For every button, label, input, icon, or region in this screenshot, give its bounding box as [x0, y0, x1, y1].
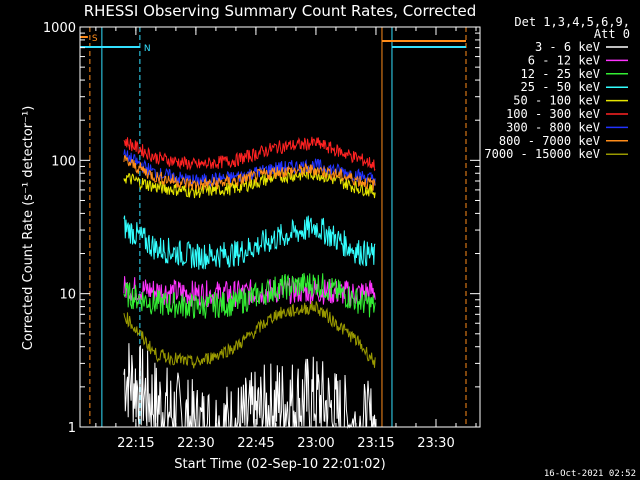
- legend-label-6: 300 - 800 keV: [506, 120, 600, 134]
- x-tick-label-0: 22:15: [117, 436, 154, 451]
- y-tick-label-1: 10: [59, 288, 76, 303]
- flag-label-N: N: [144, 44, 151, 54]
- y-axis-label: Corrected Count Rate (s⁻¹ detector⁻¹): [21, 106, 36, 351]
- legend-label-1: 6 - 12 keV: [528, 53, 600, 67]
- axes-layer: 22:15 22:30 22:45 23:00 23:15 23:30 1 10 100 1000: [43, 21, 480, 451]
- series-line-4: [123, 166, 376, 199]
- x-tick-label-3: 23:00: [297, 436, 334, 451]
- chart-title: RHESSI Observing Summary Count Rates, Co…: [84, 2, 477, 20]
- series-line-7: [123, 155, 376, 191]
- series-line-8: [123, 300, 376, 369]
- y-tick-label-0: 1: [68, 421, 76, 436]
- x-tick-label-5: 23:30: [417, 436, 454, 451]
- y-tick-label-2: 100: [51, 154, 76, 169]
- legend-header-line-2: Att 0: [594, 27, 630, 41]
- timestamp: 16-Oct-2021 02:52: [544, 469, 636, 479]
- flag-label-S: S: [92, 34, 98, 44]
- legend-label-5: 100 - 300 keV: [506, 107, 600, 121]
- legend-header-line-1: Det 1,3,4,5,6,9,: [514, 15, 630, 29]
- legend-label-3: 25 - 50 keV: [521, 80, 600, 94]
- series-line-2: [123, 272, 376, 320]
- legend-label-4: 50 - 100 keV: [513, 94, 600, 108]
- x-axis-label: Start Time (02-Sep-10 22:01:02): [174, 457, 385, 472]
- legend-label-8: 7000 - 15000 keV: [484, 147, 600, 161]
- plot-frame: [79, 26, 481, 428]
- legend-label-7: 800 - 7000 keV: [499, 134, 600, 148]
- legend-label-2: 12 - 25 keV: [521, 67, 600, 81]
- x-tick-label-1: 22:30: [177, 436, 214, 451]
- x-tick-label-4: 23:15: [357, 436, 394, 451]
- x-tick-label-2: 22:45: [237, 436, 274, 451]
- y-tick-label-3: 1000: [43, 21, 76, 36]
- legend-label-0: 3 - 6 keV: [535, 40, 600, 54]
- series-line-1: [123, 276, 376, 308]
- series-line-5: [123, 136, 376, 172]
- series-line-3: [123, 215, 376, 270]
